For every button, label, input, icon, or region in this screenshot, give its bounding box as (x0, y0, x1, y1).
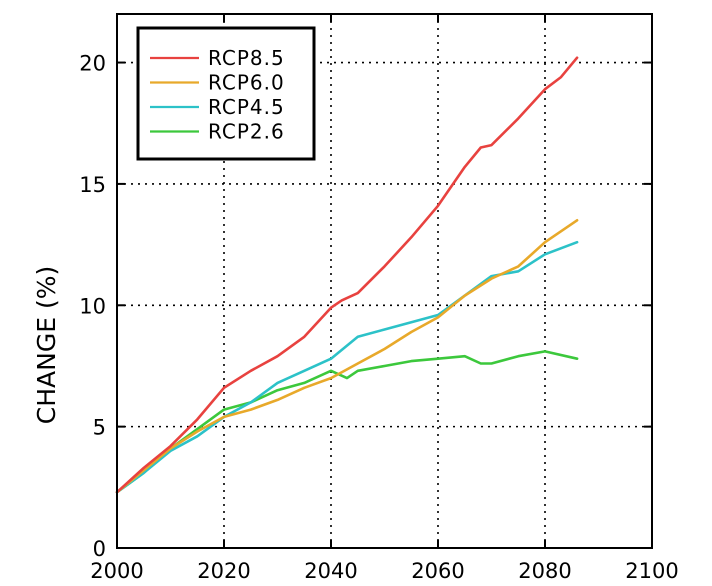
x-tick-label: 2060 (411, 559, 464, 583)
y-tick-label: 5 (93, 416, 106, 440)
x-tick-label: 2040 (304, 559, 357, 583)
x-tick-label: 2100 (625, 559, 678, 583)
axis-ticks (116, 14, 653, 549)
y-tick-label: 10 (79, 294, 106, 318)
series-line-rcp8-5 (115, 56, 579, 494)
legend-box (136, 26, 316, 161)
x-tick-label: 2000 (90, 559, 143, 583)
x-tick-label: 2020 (197, 559, 250, 583)
y-tick-labels: 0 5 10 15 20 (79, 52, 106, 561)
y-tick-label: 0 (93, 537, 106, 561)
series-line-rcp6-0 (115, 219, 579, 494)
legend-label: RCP2.6 (208, 120, 285, 144)
y-tick-label: 20 (79, 52, 106, 76)
x-tick-label: 2080 (518, 559, 571, 583)
plot-frame (116, 13, 653, 549)
series-line-rcp2-6 (115, 350, 579, 494)
x-tick-labels: 2000 2020 2040 2060 2080 2100 (90, 559, 678, 583)
legend-label: RCP8.5 (208, 46, 285, 70)
series-lines (115, 56, 579, 494)
grid-lines (117, 14, 652, 548)
y-tick-label: 15 (79, 173, 106, 197)
legend-label: RCP4.5 (208, 95, 285, 119)
legend-label: RCP6.0 (208, 71, 285, 95)
series-line-rcp4-5 (115, 240, 579, 494)
y-axis-label: CHANGE (%) (32, 266, 61, 424)
